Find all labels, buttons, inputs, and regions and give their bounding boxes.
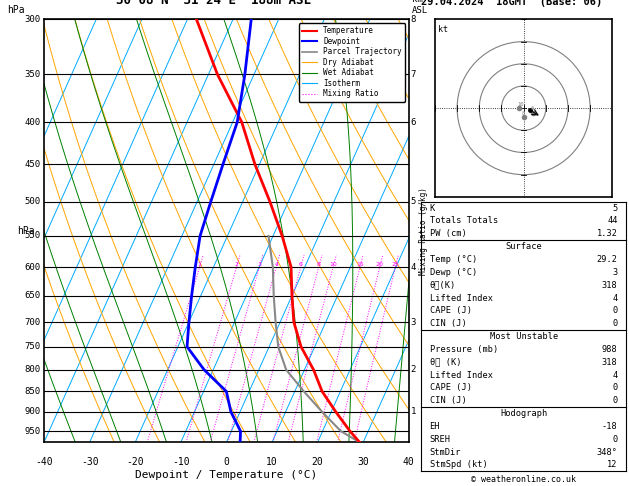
Text: 0: 0 [613,396,618,405]
Text: EH: EH [430,422,440,431]
Text: StmDir: StmDir [430,448,461,457]
Text: 4: 4 [274,262,278,267]
Text: CAPE (J): CAPE (J) [430,306,472,315]
Text: 4: 4 [411,262,416,272]
Text: Most Unstable: Most Unstable [489,332,558,341]
Text: 0: 0 [613,306,618,315]
Text: 6: 6 [530,106,533,111]
Text: 25: 25 [391,262,399,267]
Text: 30: 30 [357,457,369,467]
Text: CIN (J): CIN (J) [430,319,466,328]
Text: 0: 0 [223,457,230,467]
Text: 29.2: 29.2 [597,255,618,264]
Text: kt: kt [438,25,448,34]
Text: 400: 400 [25,118,40,127]
Text: 800: 800 [25,365,40,374]
Text: Mixing Ratio (g/kg): Mixing Ratio (g/kg) [419,187,428,275]
Text: 3: 3 [257,262,262,267]
Text: 0: 0 [613,435,618,444]
Text: 450: 450 [25,160,40,169]
Text: 850: 850 [25,387,40,396]
Text: 500: 500 [25,197,40,207]
Text: θᴄ (K): θᴄ (K) [430,358,461,367]
Text: 4: 4 [613,294,618,302]
Text: 20: 20 [376,262,384,267]
Legend: Temperature, Dewpoint, Parcel Trajectory, Dry Adiabat, Wet Adiabat, Isotherm, Mi: Temperature, Dewpoint, Parcel Trajectory… [299,23,405,102]
Text: 20: 20 [312,457,323,467]
Text: SREH: SREH [430,435,450,444]
Text: 4: 4 [613,371,618,380]
Text: 10: 10 [329,262,337,267]
Text: 30°08'N  31°24'E  188m ASL: 30°08'N 31°24'E 188m ASL [116,0,311,7]
Text: CAPE (J): CAPE (J) [430,383,472,392]
Text: 12: 12 [607,461,618,469]
Text: -40: -40 [35,457,53,467]
Text: 950: 950 [25,427,40,435]
Text: 8: 8 [317,262,321,267]
Text: 3: 3 [411,317,416,327]
Text: Hodograph: Hodograph [500,409,547,418]
Text: km
ASL: km ASL [412,0,428,15]
Text: K: K [430,204,435,212]
Text: 550: 550 [25,231,40,241]
Text: hPa: hPa [7,4,25,15]
Text: 0: 0 [613,383,618,392]
Text: -18: -18 [602,422,618,431]
Text: -30: -30 [81,457,99,467]
Text: 900: 900 [25,407,40,417]
Text: 700: 700 [25,317,40,327]
Text: Dewp (°C): Dewp (°C) [430,268,477,277]
Text: 348°: 348° [597,448,618,457]
Text: 2: 2 [411,365,416,374]
Text: 750: 750 [25,342,40,351]
Text: 40: 40 [403,457,415,467]
Text: StmSpd (kt): StmSpd (kt) [430,461,487,469]
Text: 1.32: 1.32 [597,229,618,238]
Text: © weatheronline.co.uk: © weatheronline.co.uk [471,474,576,484]
Text: Pressure (mb): Pressure (mb) [430,345,498,354]
Text: 1: 1 [198,262,201,267]
Text: 6: 6 [411,118,416,127]
Text: 5: 5 [613,204,618,212]
Text: 600: 600 [25,262,40,272]
Text: 8: 8 [411,15,416,24]
Text: 7: 7 [411,70,416,79]
Text: -20: -20 [126,457,144,467]
Text: CIN (J): CIN (J) [430,396,466,405]
Text: θᴄ(K): θᴄ(K) [430,281,456,290]
Text: -10: -10 [172,457,190,467]
Text: hPa: hPa [17,226,35,236]
Text: Totals Totals: Totals Totals [430,216,498,226]
Text: Lifted Index: Lifted Index [430,294,493,302]
Text: 10: 10 [266,457,278,467]
Text: 2: 2 [235,262,238,267]
Text: 0: 0 [613,319,618,328]
Text: 29.04.2024  18GMT  (Base: 06): 29.04.2024 18GMT (Base: 06) [421,0,603,7]
Text: 988: 988 [602,345,618,354]
Text: 44: 44 [607,216,618,226]
Text: 650: 650 [25,291,40,300]
Text: PW (cm): PW (cm) [430,229,466,238]
Text: 15: 15 [356,262,364,267]
Text: 1: 1 [411,407,416,417]
Text: Dewpoint / Temperature (°C): Dewpoint / Temperature (°C) [135,470,318,480]
Text: 3: 3 [613,268,618,277]
Text: 350: 350 [25,70,40,79]
Text: 5: 5 [411,197,416,207]
Text: 10: 10 [517,102,523,107]
Text: 318: 318 [602,358,618,367]
Text: 318: 318 [602,281,618,290]
Text: 6: 6 [299,262,303,267]
Text: Lifted Index: Lifted Index [430,371,493,380]
Text: Surface: Surface [505,242,542,251]
Text: 8: 8 [521,111,525,116]
Text: Temp (°C): Temp (°C) [430,255,477,264]
Text: 300: 300 [25,15,40,24]
